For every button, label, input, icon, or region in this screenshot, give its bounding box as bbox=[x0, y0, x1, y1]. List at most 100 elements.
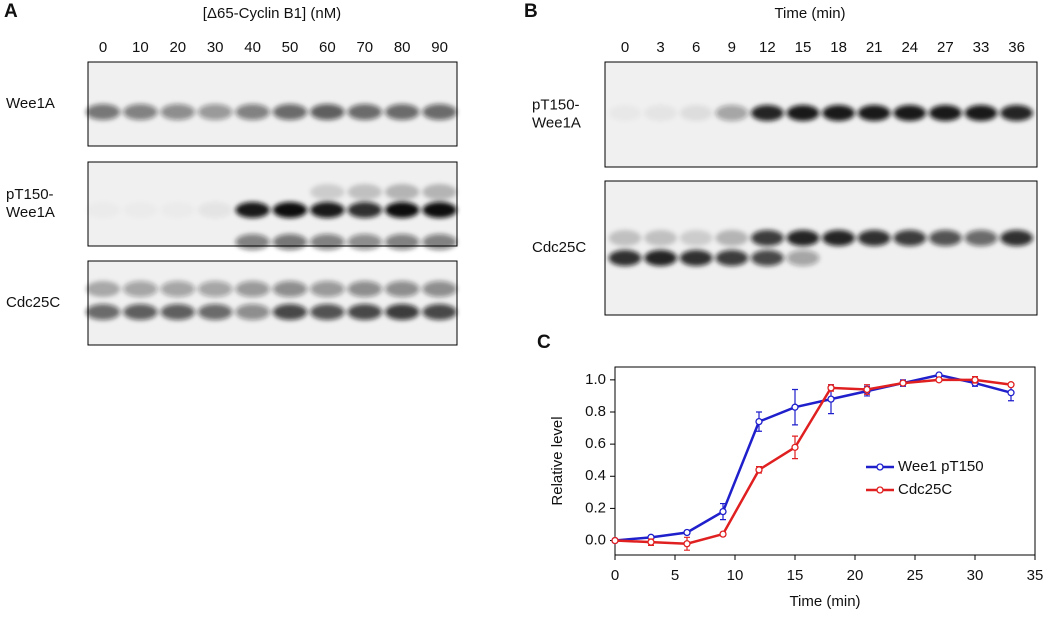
band bbox=[751, 230, 784, 246]
row-label: Wee1A bbox=[532, 114, 581, 131]
blot-background bbox=[88, 62, 457, 146]
x-tick-label: 20 bbox=[847, 567, 864, 584]
point bbox=[899, 379, 907, 387]
row-label: Wee1A bbox=[6, 95, 55, 112]
band bbox=[347, 104, 383, 120]
band bbox=[715, 250, 749, 266]
band bbox=[347, 184, 383, 200]
blot-bands bbox=[85, 281, 457, 320]
band bbox=[786, 230, 820, 246]
point bbox=[611, 536, 619, 545]
lane-label: 9 bbox=[728, 39, 736, 56]
band bbox=[422, 184, 457, 200]
lane-label: 40 bbox=[244, 39, 261, 56]
band bbox=[857, 230, 891, 246]
band bbox=[893, 105, 927, 121]
point bbox=[863, 385, 871, 394]
lane-label: 20 bbox=[169, 39, 186, 56]
band bbox=[235, 104, 270, 120]
point bbox=[719, 507, 727, 516]
lane-label: 70 bbox=[356, 39, 373, 56]
band bbox=[1000, 230, 1033, 246]
lane-label: 12 bbox=[759, 39, 776, 56]
blot-background bbox=[88, 261, 457, 345]
row-label: Cdc25C bbox=[532, 239, 586, 256]
lane-label: 18 bbox=[830, 39, 847, 56]
band bbox=[679, 105, 713, 121]
band bbox=[422, 234, 457, 250]
lane-label: 33 bbox=[973, 39, 990, 56]
band bbox=[786, 105, 820, 121]
band bbox=[422, 281, 457, 297]
band bbox=[422, 104, 457, 120]
band bbox=[609, 105, 642, 121]
band bbox=[310, 202, 345, 218]
blot-frame bbox=[87, 260, 458, 346]
band bbox=[929, 105, 962, 121]
x-tick-label: 30 bbox=[967, 567, 984, 584]
lane-label: 24 bbox=[901, 39, 918, 56]
band bbox=[197, 104, 233, 120]
band bbox=[422, 202, 457, 218]
blot-bands bbox=[85, 104, 457, 120]
legend-label: Cdc25C bbox=[898, 481, 952, 498]
band bbox=[272, 202, 308, 218]
blot-frame bbox=[87, 161, 458, 247]
band bbox=[608, 250, 642, 266]
point bbox=[683, 528, 691, 537]
lane-label: 27 bbox=[937, 39, 954, 56]
lane-label: 0 bbox=[99, 39, 107, 56]
y-tick-label: 0.4 bbox=[585, 467, 606, 484]
x-tick-label: 15 bbox=[787, 567, 804, 584]
lane-label: 0 bbox=[621, 39, 629, 56]
band bbox=[123, 304, 158, 320]
x-axis-label: Time (min) bbox=[789, 593, 860, 610]
row-label: Cdc25C bbox=[6, 294, 60, 311]
band bbox=[272, 304, 308, 320]
lane-label: 10 bbox=[132, 39, 149, 56]
band bbox=[384, 104, 420, 120]
band bbox=[161, 202, 195, 218]
band bbox=[123, 104, 158, 120]
point bbox=[719, 530, 727, 538]
band bbox=[310, 281, 345, 297]
plot-frame bbox=[614, 366, 1036, 556]
band bbox=[347, 234, 383, 250]
band bbox=[235, 202, 270, 218]
lane-label: 15 bbox=[795, 39, 812, 56]
panel-letter: B bbox=[524, 1, 538, 22]
y-axis-label: Relative level bbox=[549, 416, 566, 505]
band bbox=[715, 230, 749, 246]
series-line bbox=[614, 378, 1012, 546]
band bbox=[786, 250, 820, 266]
band bbox=[384, 281, 420, 297]
point bbox=[683, 540, 691, 548]
point bbox=[647, 538, 655, 546]
panel-letter: C bbox=[537, 332, 551, 353]
series-line bbox=[614, 373, 1012, 542]
band bbox=[822, 230, 855, 246]
point bbox=[1007, 389, 1015, 397]
band bbox=[235, 304, 270, 320]
legend-marker bbox=[876, 463, 884, 471]
band bbox=[384, 202, 420, 218]
row-label: pT150- bbox=[532, 96, 580, 113]
band bbox=[310, 234, 345, 250]
band bbox=[644, 230, 677, 246]
y-tick-label: 0.2 bbox=[585, 499, 606, 516]
y-tick-label: 0.0 bbox=[585, 532, 606, 549]
band bbox=[85, 281, 121, 297]
band bbox=[85, 104, 121, 120]
band bbox=[822, 105, 855, 121]
lane-label: 60 bbox=[319, 39, 336, 56]
band bbox=[384, 304, 420, 320]
panel-title: [Δ65-Cyclin B1] (nM) bbox=[203, 5, 341, 22]
band bbox=[715, 105, 749, 121]
band bbox=[1000, 105, 1033, 121]
point bbox=[827, 384, 835, 392]
point bbox=[827, 395, 835, 403]
band bbox=[123, 202, 157, 218]
band bbox=[893, 230, 927, 246]
band bbox=[272, 234, 308, 250]
